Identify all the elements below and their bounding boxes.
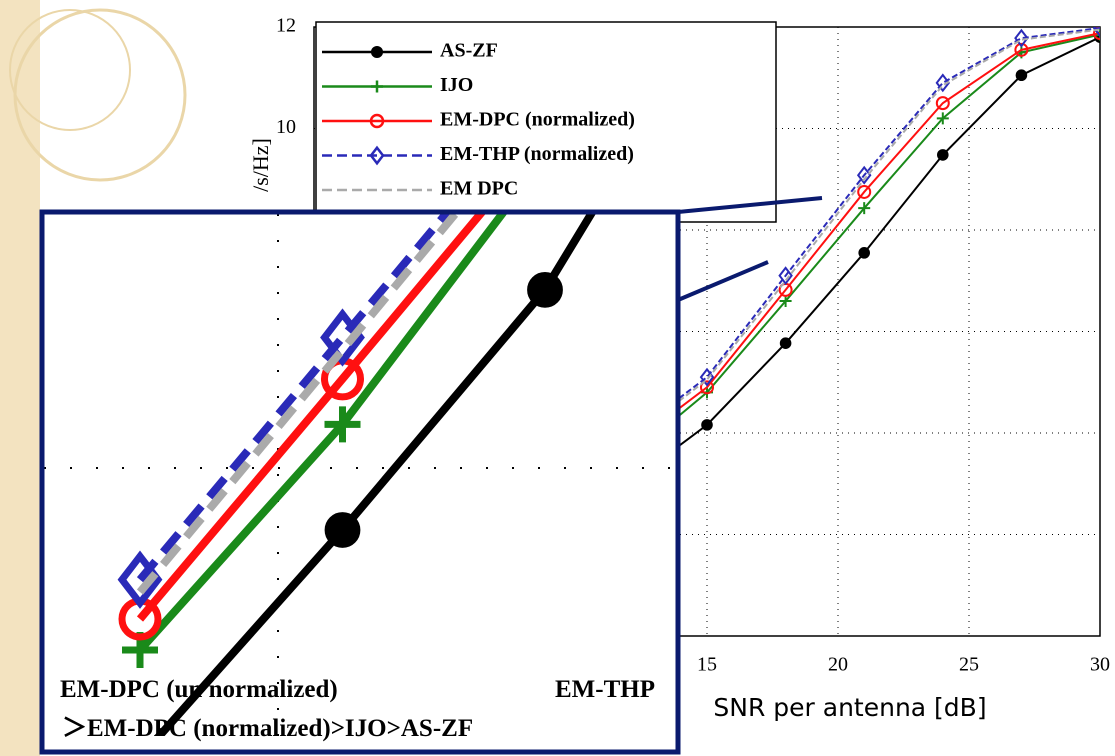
marker [1014,28,1029,48]
slide-strip [0,0,40,756]
marker [324,406,361,443]
y-tick-label: 12 [276,15,296,37]
legend-label: EM DPC [440,178,518,200]
series-line [136,214,461,595]
marker [701,419,713,431]
marker [527,271,563,308]
x-tick-label: 30 [1090,654,1110,676]
legend-marker [369,113,385,129]
inset-bg [42,212,678,752]
y-axis-label: /s/Hz] [248,138,273,192]
marker [779,337,792,349]
annotation: EM-THP [555,676,655,703]
marker [858,202,871,215]
marker [857,184,872,199]
marker [937,149,949,161]
legend-marker [370,45,384,59]
legend: AS-ZF IJO EM-DPC (normalized) EM-THP (norma… [315,21,777,223]
decor-circle [9,9,131,131]
annotation: EM-DPC (un normalized) [60,676,338,703]
legend-marker [369,145,385,166]
series-line [549,27,1100,497]
marker [856,165,872,185]
legend-marker [371,80,383,93]
x-tick-label: 25 [959,654,979,676]
y-tick-label: 10 [276,116,296,138]
marker [324,512,361,548]
x-tick-label: 20 [828,654,848,676]
marker [778,266,793,286]
inset-chart [117,214,596,736]
marker [779,295,792,308]
marker [936,112,949,125]
legend-label: EM-THP (normalized) [440,143,634,165]
inset-frame [39,209,681,755]
marker [1015,69,1028,82]
series-line [153,214,596,736]
annotation: ＞EM-DPC (normalized)>IJO>AS-ZF [62,715,473,742]
legend-label: AS-ZF [440,40,498,62]
legend-label: EM-DPC (normalized) [440,109,635,131]
x-axis-label: SNR per antenna [dB] [713,693,986,722]
marker [858,247,871,259]
series-line [136,214,451,583]
marker [1014,42,1029,57]
x-tick-label: 15 [697,654,717,676]
series-line [136,214,486,622]
decor-circle [13,8,187,182]
marker [935,73,951,93]
callout-line [677,196,823,214]
marker [700,380,714,395]
callout-line [677,260,769,302]
marker [1093,27,1100,41]
marker [935,96,950,111]
legend-label: IJO [440,74,473,96]
series-line [137,214,508,653]
series-line [549,28,1100,500]
